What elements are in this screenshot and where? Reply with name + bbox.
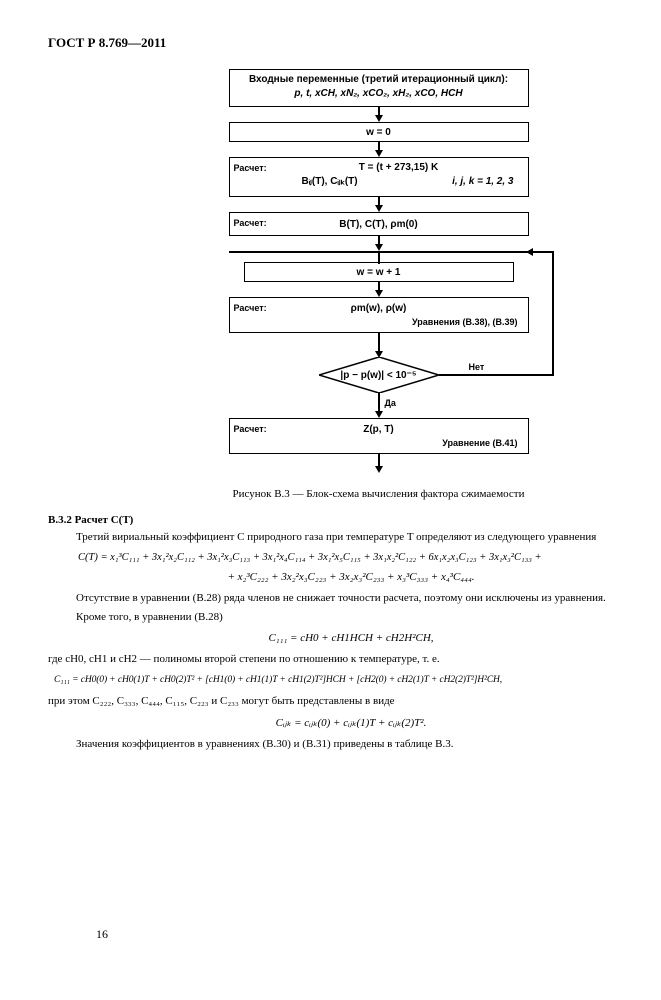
equation-row-30: C₁₁₁ = cH0(0) + cH0(1)T + cH0(2)T² + [cH… [48,674,661,686]
doc-header: ГОСТ Р 8.769—2011 [48,35,661,51]
eq28-l2: + x₂³C₂₂₂ + 3x₂²x₃C₂₂₃ + 3x₂x₃²C₂₃₃ + x₃… [48,571,654,583]
box1-title: Входные переменные (третий итерационный … [234,73,524,87]
figure-caption: Рисунок В.3 — Блок-схема вычисления факт… [48,488,661,500]
paragraph: при этом C₂₂₂, C₃₃₃, C₄₄₄, C₁₁₅, C₂₂₃ и … [48,694,661,708]
eq28-num: (В.28) [654,571,661,583]
paragraph: Значения коэффициентов в уравнениях (В.3… [48,737,661,751]
paragraph: Отсутствие в уравнении (В.28) ряда члено… [48,591,661,605]
arrow-head-icon [375,290,383,297]
box7-ref: Уравнение (В.41) [234,437,524,449]
eq30-num: (В.30) [654,674,661,686]
box4-text: B(T), C(T), ρm(0) [234,216,524,234]
arrow-head-icon [375,205,383,212]
arrow-head-icon [375,244,383,251]
connector [378,393,380,413]
flow-box-calc-b: Расчет: B(T), C(T), ρm(0) [229,212,529,236]
arrow-head-icon [375,115,383,122]
arrow-head-icon [526,248,533,256]
eq31-num: (В.31) [654,717,661,729]
paragraph: где cH0, cH1 и cH2 — полиномы второй сте… [48,652,661,666]
equation-row-28: C(T) = x₁³C₁₁₁ + 3x₁²x₂C₁₁₂ + 3x₁²x₃C₁₁₃… [48,552,661,563]
equation-row-28b: + x₂³C₂₂₂ + 3x₂²x₃C₂₂₃ + 3x₂x₃²C₂₃₃ + x₃… [48,571,661,583]
connector [378,333,380,353]
paragraph: Кроме того, в уравнении (В.28) [48,610,661,624]
eq29: C₁₁₁ = cH0 + cH1HCH + cH2H²CH, [48,632,654,644]
box4-label: Расчет: [234,217,267,229]
connector [439,374,554,376]
flow-box-calc-rho: Расчет: ρm(w), ρ(w) Уравнения (В.38), (В… [229,297,529,333]
box3-l2b: i, j, k = 1, 2, 3 [452,175,513,189]
arrow-head-icon [375,150,383,157]
flow-box-inputs: Входные переменные (третий итерационный … [229,69,529,107]
box2-text: w = 0 [366,127,391,138]
eq29-num: (В.29) [654,632,661,644]
box6-label: Расчет: [234,302,267,314]
box7-label: Расчет: [234,423,267,435]
arrow-head-icon [375,411,383,418]
flow-box-w0: w = 0 [229,122,529,142]
section-title: В.3.2 Расчет C(T) [48,514,661,526]
diamond-text: |p − p(w)| < 10⁻⁵ [319,357,439,393]
flow-box-calc-t: Расчет: T = (t + 273,15) K Bᵢⱼ(T), Cᵢⱼₖ(… [229,157,529,197]
box1-vars: p, t, xCH, xN₂, xCO₂, xH₂, xCO, HCH [234,87,524,101]
box5-text: w = w + 1 [357,267,401,278]
paragraph: Третий вириальный коэффициент C природно… [48,530,661,544]
box6-ref: Уравнения (В.38), (В.39) [234,316,524,328]
arrow-head-icon [375,466,383,473]
flowchart: Входные переменные (третий итерационный … [199,69,559,474]
box7-text: Z(p, T) [234,422,524,437]
flow-box-calc-z: Расчет: Z(p, T) Уравнение (В.41) [229,418,529,454]
connector [378,251,380,264]
flow-decision: |p − p(w)| < 10⁻⁵ [319,357,439,393]
connector [552,251,554,376]
eq30: C₁₁₁ = cH0(0) + cH0(1)T + cH0(2)T² + [cH… [48,675,654,685]
yes-label: Да [385,398,396,408]
eq28-l1: C(T) = x₁³C₁₁₁ + 3x₁²x₂C₁₁₂ + 3x₁²x₃C₁₁₃… [48,552,661,563]
equation-row-31: Cᵢⱼₖ = cᵢⱼₖ(0) + cᵢⱼₖ(1)T + cᵢⱼₖ(2)T². (… [48,716,661,729]
no-label: Нет [469,362,485,372]
flow-box-winc: w = w + 1 [244,262,514,282]
eq31: Cᵢⱼₖ = cᵢⱼₖ(0) + cᵢⱼₖ(1)T + cᵢⱼₖ(2)T². [48,716,654,729]
box3-label: Расчет: [234,162,267,174]
flowchart-container: Входные переменные (третий итерационный … [48,69,661,474]
box3-l1: T = (t + 273,15) K [274,161,524,175]
equation-row-29: C₁₁₁ = cH0 + cH1HCH + cH2H²CH, (В.29) [48,632,661,644]
box3-l2a: Bᵢⱼ(T), Cᵢⱼₖ(T) [302,175,358,189]
box6-text: ρm(w), ρ(w) [234,301,524,316]
